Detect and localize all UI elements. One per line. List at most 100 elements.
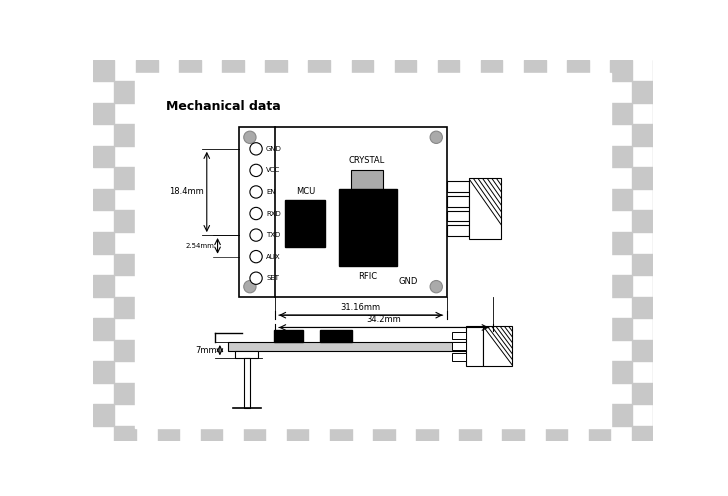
Bar [524, 103, 545, 124]
Bar [567, 318, 589, 340]
Bar [352, 362, 373, 383]
Bar [201, 124, 222, 146]
Bar [416, 124, 438, 146]
Bar [373, 124, 395, 146]
Bar [675, 210, 697, 232]
Bar [136, 318, 157, 340]
Bar [114, 167, 136, 189]
Bar [244, 358, 250, 408]
Bar [452, 332, 466, 339]
Bar [244, 124, 265, 146]
Bar [309, 362, 330, 383]
Bar [481, 404, 502, 426]
Bar [93, 146, 114, 167]
Bar [589, 210, 610, 232]
Bar [545, 297, 567, 318]
Bar [265, 146, 287, 167]
Bar [309, 146, 330, 167]
Bar [244, 253, 265, 275]
Bar [373, 253, 395, 275]
Bar [502, 426, 524, 447]
Bar [201, 297, 222, 318]
Circle shape [430, 281, 443, 293]
Bar [265, 447, 287, 469]
Bar [524, 404, 545, 426]
Bar [610, 275, 632, 297]
Bar [201, 340, 222, 362]
Bar [416, 297, 438, 318]
Bar [589, 340, 610, 362]
Bar [287, 210, 309, 232]
Bar [481, 146, 502, 167]
Bar [114, 426, 136, 447]
Bar [136, 362, 157, 383]
Bar [157, 426, 179, 447]
Text: RXD: RXD [266, 210, 281, 217]
Bar [222, 447, 244, 469]
Bar [179, 404, 201, 426]
Bar [610, 318, 632, 340]
Bar [416, 253, 438, 275]
Bar [201, 210, 222, 232]
Bar [654, 60, 675, 81]
Bar [228, 342, 466, 351]
Bar [157, 297, 179, 318]
Bar [136, 146, 157, 167]
Bar [632, 210, 654, 232]
Bar [93, 318, 114, 340]
Bar [447, 181, 469, 192]
Bar [545, 210, 567, 232]
Bar [330, 340, 352, 362]
Bar [632, 81, 654, 103]
Bar [287, 124, 309, 146]
Bar [157, 81, 179, 103]
Bar [352, 60, 373, 81]
Bar [287, 253, 309, 275]
Text: 34.2mm: 34.2mm [366, 315, 401, 324]
Bar [589, 124, 610, 146]
Bar [373, 81, 395, 103]
Bar [352, 318, 373, 340]
Bar [502, 124, 524, 146]
Bar [459, 124, 481, 146]
Bar [567, 447, 589, 469]
Bar [157, 253, 179, 275]
Bar [351, 170, 383, 199]
Bar [352, 189, 373, 210]
Circle shape [250, 186, 262, 198]
Bar [567, 362, 589, 383]
Bar [438, 318, 459, 340]
Bar [567, 189, 589, 210]
Text: GND: GND [266, 146, 282, 152]
Text: 2.54mm: 2.54mm [186, 243, 215, 249]
Circle shape [430, 131, 443, 143]
Bar [567, 146, 589, 167]
Bar [287, 297, 309, 318]
Bar [481, 189, 502, 210]
Bar [459, 253, 481, 275]
Bar [438, 189, 459, 210]
Bar [395, 404, 416, 426]
Bar [244, 81, 265, 103]
Bar [438, 103, 459, 124]
Bar [438, 146, 459, 167]
Bar [287, 167, 309, 189]
Bar [157, 340, 179, 362]
Bar [330, 124, 352, 146]
Bar [352, 447, 373, 469]
Text: 31.16mm: 31.16mm [341, 303, 381, 312]
Bar [179, 318, 201, 340]
Circle shape [250, 272, 262, 284]
Bar [610, 189, 632, 210]
Bar [416, 340, 438, 362]
Bar [567, 275, 589, 297]
Text: AUX: AUX [266, 253, 281, 259]
Bar [287, 426, 309, 447]
Bar [654, 146, 675, 167]
Bar [502, 81, 524, 103]
Bar [524, 275, 545, 297]
Bar [654, 275, 675, 297]
Bar [459, 167, 481, 189]
Bar [179, 103, 201, 124]
Bar [114, 383, 136, 404]
